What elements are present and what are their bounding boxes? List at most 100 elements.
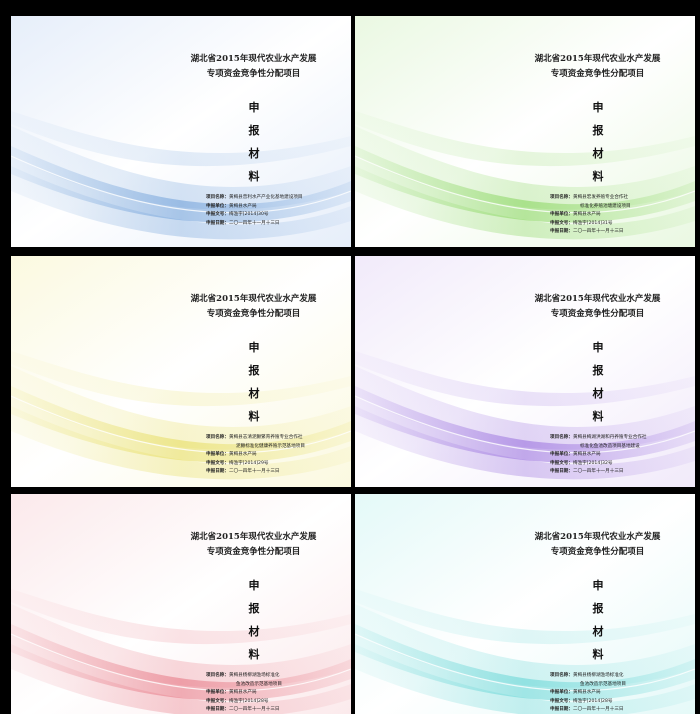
unit-label: 申报单位：: [206, 203, 229, 209]
apply-char: 料: [592, 170, 604, 183]
cover-card-cyan: 湖北省2015年现代农业水产发展 专项资金竞争性分配项目 申 报 材 料 项目名…: [355, 494, 695, 714]
doc-label: 申报文号：: [206, 698, 229, 704]
project-value: 黄梅县杨柳湖渔场标准化: [228, 673, 280, 678]
project-value: 黄梅县杨柳湖渔场标准化: [572, 673, 624, 678]
unit-label: 申报单位：: [550, 212, 573, 217]
apply-char: 报: [592, 602, 604, 615]
cover-title: 湖北省2015年现代农业水产发展 专项资金竞争性分配项目: [161, 292, 346, 322]
cover-card-green: 湖北省2015年现代农业水产发展 专项资金竞争性分配项目 申 报 材 料 项目名…: [355, 16, 695, 247]
title-line-1: 湖北省2015年现代农业水产发展: [190, 294, 317, 304]
info-block: 项目名称：黄梅县杨柳湖渔场标准化 鱼池改造示范基地项目 申报单位：黄梅县水产局 …: [206, 672, 351, 714]
wave-background: [355, 16, 695, 247]
wave-highlight: [11, 155, 351, 214]
doc-value: 梅渔字[2014]28号: [572, 698, 613, 704]
cover-card-yellow: 湖北省2015年现代农业水产发展 专项资金竞争性分配项目 申 报 材 料 项目名…: [11, 256, 351, 487]
unit-value: 黄梅县水产局: [228, 203, 257, 209]
project-value: 黄梅县梅湖洪湖和丹养殖专业合作社: [572, 435, 647, 440]
info-block: 项目名称：黄梅县宏发养殖专业合作社 标准化养殖池塘建设项目 申报单位：黄梅县水产…: [550, 194, 695, 237]
wave-stripe: [355, 644, 695, 714]
wave-stripe: [11, 351, 351, 407]
doc-value: 梅渔字[2014]28号: [228, 698, 269, 704]
doc-label: 申报文号：: [550, 460, 573, 466]
apply-char: 申: [248, 341, 260, 354]
title-line-2: 专项资金竞争性分配项目: [550, 309, 645, 319]
wave-stripe: [11, 166, 351, 240]
title-line-2: 专项资金竞争性分配项目: [206, 547, 301, 557]
project-value: 黄梅县志清泥鳅繁育养殖专业合作社: [228, 435, 303, 440]
apply-char: 报: [248, 364, 260, 377]
cover-card-purple: 湖北省2015年现代农业水产发展 专项资金竞争性分配项目 申 报 材 料 项目名…: [355, 256, 695, 487]
unit-value: 黄梅县水产局: [572, 452, 601, 457]
doc-label: 申报文号：: [550, 698, 573, 704]
title-line-1: 湖北省2015年现代农业水产发展: [534, 294, 661, 304]
date-label: 申报日期：: [550, 229, 573, 234]
doc-label: 申报文号：: [206, 212, 229, 217]
apply-char: 报: [248, 602, 260, 615]
date-value: 二〇一四年十一月十三日: [572, 469, 624, 474]
date-value: 二〇一四年十一月十三日: [228, 469, 280, 474]
wave-highlight: [355, 395, 695, 454]
title-line-1: 湖北省2015年现代农业水产发展: [534, 532, 661, 542]
unit-value: 黄梅县水产局: [228, 452, 257, 457]
title-line-1: 湖北省2015年现代农业水产发展: [190, 532, 317, 542]
apply-char: 材: [592, 387, 604, 400]
info-block: 项目名称：黄梅县杨柳湖渔场标准化 鱼池改造示范基地项目 申报单位：黄梅县水产局 …: [550, 672, 695, 714]
apply-char: 报: [592, 364, 604, 377]
unit-label: 申报单位：: [206, 452, 229, 457]
apply-char: 材: [248, 147, 260, 160]
project-value: 黄梅县宏发养殖专业合作社: [572, 195, 629, 200]
project-value: 黄梅县普利水产产业化基地建设项目: [228, 195, 303, 200]
apply-char: 材: [248, 625, 260, 638]
apply-heading: 申 报 材 料: [583, 336, 613, 428]
apply-char: 料: [592, 410, 604, 423]
wave-background: [11, 256, 351, 487]
project-value-2: 鱼池改造示范基地项目: [580, 681, 626, 687]
date-value: 二〇一四年十一月十三日: [228, 707, 280, 712]
cover-card-red: 湖北省2015年现代农业水产发展 专项资金竞争性分配项目 申 报 材 料 项目名…: [11, 494, 351, 714]
wave-stripe: [355, 111, 695, 167]
unit-value: 黄梅县水产局: [228, 690, 257, 695]
apply-char: 申: [592, 101, 604, 114]
info-block: 项目名称：黄梅县普利水产产业化基地建设项目 申报单位：黄梅县水产局 申报文号：梅…: [206, 194, 351, 228]
unit-value: 黄梅县水产局: [572, 690, 601, 695]
info-block: 项目名称：黄梅县志清泥鳅繁育养殖专业合作社 泥鳅标准化健康养殖示范基地项目 申报…: [206, 434, 351, 477]
unit-label: 申报单位：: [206, 690, 229, 695]
cover-title: 湖北省2015年现代农业水产发展 专项资金竞争性分配项目: [505, 52, 690, 82]
apply-char: 材: [248, 387, 260, 400]
unit-value: 黄梅县水产局: [572, 212, 601, 217]
wave-background: [355, 256, 695, 487]
wave-stripe: [11, 406, 351, 480]
date-label: 申报日期：: [550, 707, 573, 712]
project-label: 项目名称：: [550, 673, 573, 678]
wave-background: [11, 494, 351, 714]
doc-label: 申报文号：: [550, 220, 573, 226]
wave-stripe: [355, 589, 695, 645]
wave-stripe: [11, 111, 351, 167]
wave-stripe: [11, 589, 351, 645]
project-label: 项目名称：: [206, 673, 229, 678]
date-value: 二〇一四年十一月十三日: [572, 707, 624, 712]
apply-char: 申: [592, 341, 604, 354]
title-line-2: 专项资金竞争性分配项目: [550, 547, 645, 557]
project-label: 项目名称：: [550, 195, 573, 200]
wave-highlight: [355, 155, 695, 214]
date-value: 二〇一四年十一月十三日: [228, 220, 280, 226]
wave-background: [11, 16, 351, 247]
apply-char: 报: [592, 124, 604, 137]
title-line-1: 湖北省2015年现代农业水产发展: [190, 54, 317, 64]
project-value-2: 鱼池改造示范基地项目: [236, 681, 282, 687]
project-value-2: 标准化鱼池改造项目基地建设: [580, 443, 640, 449]
project-value-2: 标准化养殖池塘建设项目: [580, 203, 631, 209]
wave-highlight: [355, 633, 695, 692]
project-label: 项目名称：: [550, 435, 573, 440]
date-label: 申报日期：: [206, 707, 229, 712]
project-label: 项目名称：: [206, 435, 229, 440]
title-line-2: 专项资金竞争性分配项目: [206, 69, 301, 79]
wave-background: [355, 494, 695, 714]
apply-char: 申: [248, 579, 260, 592]
cover-title: 湖北省2015年现代农业水产发展 专项资金竞争性分配项目: [161, 530, 346, 560]
apply-char: 料: [592, 648, 604, 661]
cover-title: 湖北省2015年现代农业水产发展 专项资金竞争性分配项目: [505, 530, 690, 560]
doc-value: 梅渔字[2014]29号: [228, 460, 269, 466]
